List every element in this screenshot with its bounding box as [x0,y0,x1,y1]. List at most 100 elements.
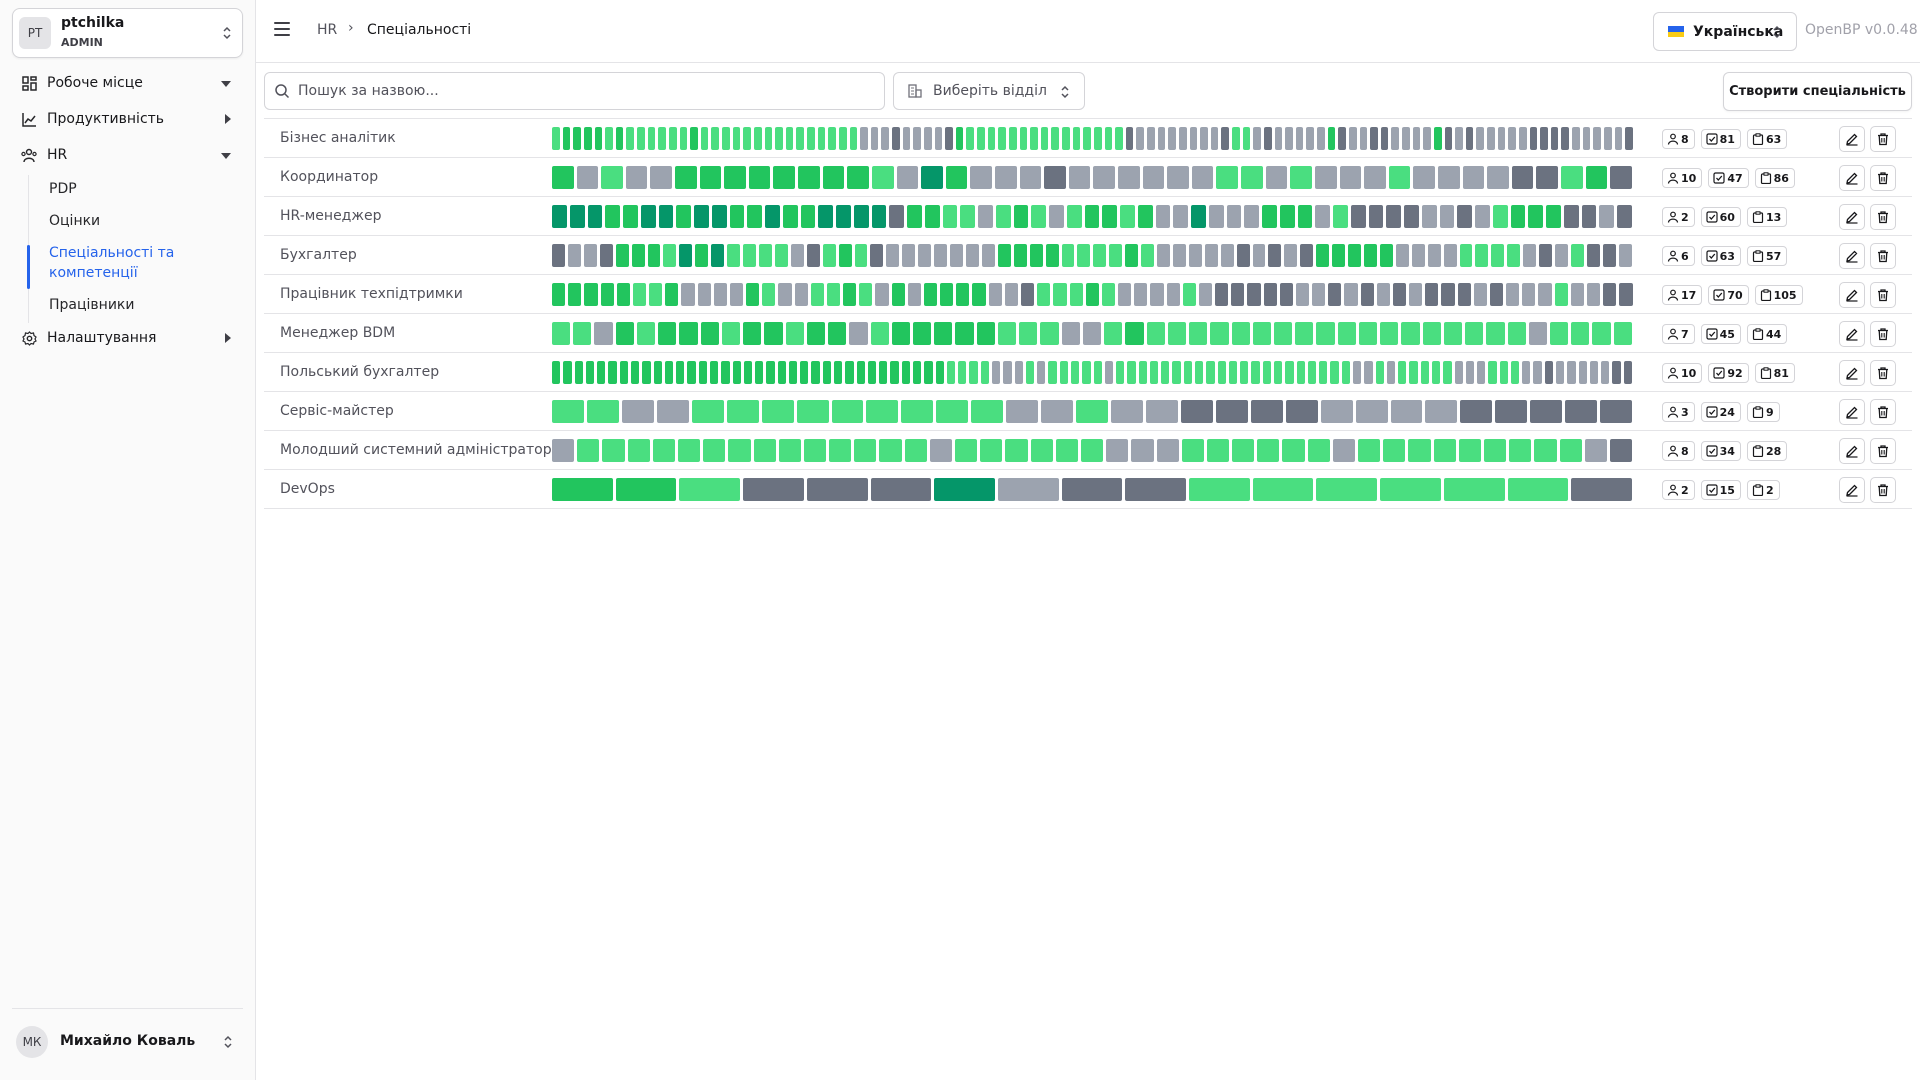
specialty-name[interactable]: Польський бухгалтер [280,364,440,380]
competency-cell[interactable] [746,283,760,306]
competency-cell[interactable] [700,322,719,345]
competency-cell[interactable] [1226,205,1242,228]
competency-cell[interactable] [728,439,751,462]
competency-cell[interactable] [665,283,679,306]
competency-cell[interactable] [1181,439,1204,462]
competency-cell[interactable] [1364,361,1373,384]
competency-cell[interactable] [1252,478,1314,501]
competency-cell[interactable] [1138,361,1147,384]
competency-cell[interactable] [600,283,614,306]
competency-cell[interactable] [945,166,968,189]
competency-cell[interactable] [1076,400,1108,423]
competency-cell[interactable] [818,205,833,228]
competency-cell[interactable] [619,361,628,384]
competency-cell[interactable] [838,244,852,267]
competency-cell[interactable] [1602,244,1616,267]
competency-cell[interactable] [870,322,889,345]
competency-cell[interactable] [1348,127,1357,150]
competency-cell[interactable] [743,322,762,345]
competency-cell[interactable] [694,205,709,228]
competency-cell[interactable] [976,322,995,345]
competency-cell[interactable] [995,205,1011,228]
competency-cell[interactable] [822,166,845,189]
competency-cell[interactable] [1285,127,1293,150]
competency-cell[interactable] [1231,322,1250,345]
competency-cell[interactable] [971,400,1004,423]
competency-cell[interactable] [1093,244,1107,267]
competency-cell[interactable] [891,322,910,345]
specialty-name[interactable]: Менеджер BDM [280,325,396,341]
specialty-name[interactable]: DevOps [280,481,335,497]
search-field[interactable] [264,72,885,110]
competency-cell[interactable] [1476,127,1484,150]
competency-cell[interactable] [605,205,620,228]
delete-button[interactable] [1870,243,1896,269]
competency-cell[interactable] [1150,283,1164,306]
competency-cell[interactable] [1586,244,1600,267]
competency-cell[interactable] [1019,166,1042,189]
competency-cell[interactable] [552,478,613,501]
competency-cell[interactable] [913,361,922,384]
competency-cell[interactable] [1522,361,1531,384]
competency-cell[interactable] [1206,439,1230,462]
competency-cell[interactable] [676,205,691,228]
competency-cell[interactable] [1563,205,1579,228]
competency-cell[interactable] [1115,127,1123,150]
competency-cell[interactable] [1120,205,1135,228]
competency-cell[interactable] [637,127,645,150]
competency-cell[interactable] [698,361,707,384]
competency-cell[interactable] [1273,322,1293,345]
competency-cell[interactable] [836,205,851,228]
competency-cell[interactable] [1395,244,1409,267]
competency-cell[interactable] [942,205,958,228]
competency-cell[interactable] [594,322,613,345]
competency-cell[interactable] [788,361,798,384]
competency-cell[interactable] [1499,361,1508,384]
competency-cell[interactable] [1561,127,1569,150]
competency-cell[interactable] [1141,244,1155,267]
competency-cell[interactable] [854,244,868,267]
competency-cell[interactable] [636,322,656,345]
competency-cell[interactable] [1364,166,1386,189]
competency-cell[interactable] [713,283,727,306]
competency-cell[interactable] [552,127,560,150]
competency-cell[interactable] [1570,283,1584,306]
edit-button[interactable] [1839,165,1865,191]
competency-cell[interactable] [1183,361,1193,384]
competency-cell[interactable] [647,244,661,267]
competency-cell[interactable] [1244,205,1259,228]
competency-cell[interactable] [945,127,953,150]
competency-cell[interactable] [1536,166,1558,189]
competency-cell[interactable] [1240,361,1249,384]
competency-cell[interactable] [552,361,561,384]
table-row[interactable]: Менеджер BDM 7 45 44 [264,314,1912,353]
competency-cell[interactable] [871,166,894,189]
competency-cell[interactable] [773,166,796,189]
competency-cell[interactable] [904,439,927,462]
competency-cell[interactable] [886,244,900,267]
competency-cell[interactable] [1257,439,1280,462]
competency-cell[interactable] [1518,127,1527,150]
competency-cell[interactable] [807,127,815,150]
competency-cell[interactable] [1061,478,1123,501]
edit-button[interactable] [1839,126,1865,152]
competency-cell[interactable] [1571,478,1632,501]
competency-cell[interactable] [1307,361,1317,384]
competency-cell[interactable] [1262,361,1271,384]
competency-cell[interactable] [965,244,979,267]
competency-cell[interactable] [584,283,598,306]
competency-cell[interactable] [1093,127,1102,150]
competency-cell[interactable] [743,244,756,267]
competency-cell[interactable] [879,439,902,462]
competency-cell[interactable] [1592,322,1611,345]
competency-cell[interactable] [838,127,847,150]
competency-cell[interactable] [1320,400,1353,423]
competency-cell[interactable] [775,127,783,150]
competency-cell[interactable] [1262,205,1277,228]
competency-cell[interactable] [1082,322,1102,345]
competency-cell[interactable] [1180,400,1213,423]
competency-cell[interactable] [1252,244,1266,267]
edit-button[interactable] [1839,282,1865,308]
specialty-name[interactable]: Бухгалтер [280,247,357,263]
competency-cell[interactable] [1528,322,1548,345]
